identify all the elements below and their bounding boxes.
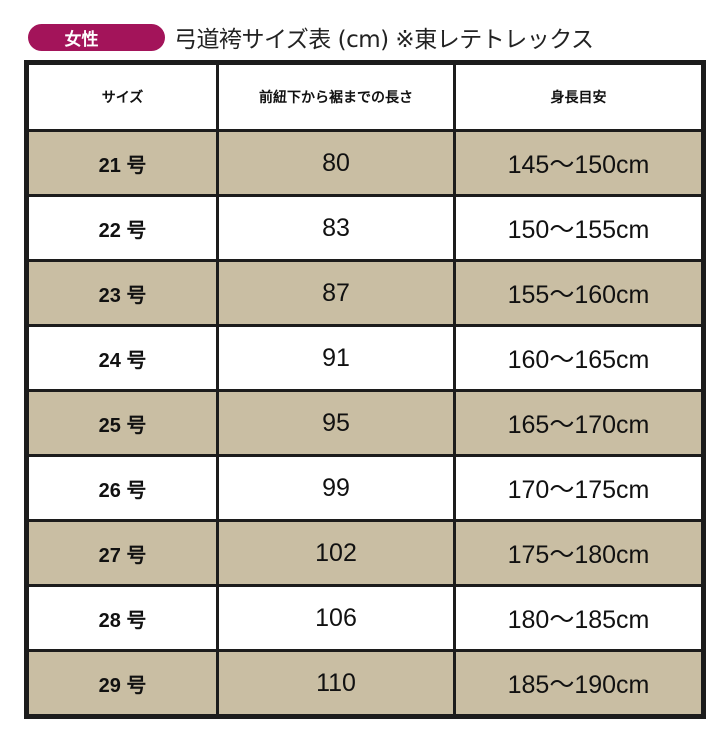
table-row: 26 号 99 170～175cm xyxy=(25,454,705,522)
size-cell: 23 号 xyxy=(25,259,219,327)
table-row: 27 号 102 175～180cm xyxy=(25,519,705,587)
header-size: サイズ xyxy=(25,61,219,132)
gender-badge: 女性 xyxy=(28,24,165,51)
length-cell: 83 xyxy=(216,194,456,262)
length-cell: 95 xyxy=(216,389,456,457)
table-row: 25 号 95 165～170cm xyxy=(25,389,705,457)
table-row: 21 号 80 145～150cm xyxy=(25,129,705,197)
height-cell: 165～170cm xyxy=(453,389,705,457)
header-height: 身長目安 xyxy=(453,61,705,132)
height-cell: 180～185cm xyxy=(453,584,705,652)
height-cell: 170～175cm xyxy=(453,454,705,522)
table-row: 29 号 110 185～190cm xyxy=(25,649,705,718)
size-cell: 24 号 xyxy=(25,324,219,392)
table-row: 22 号 83 150～155cm xyxy=(25,194,705,262)
height-cell: 160～165cm xyxy=(453,324,705,392)
table-row: 28 号 106 180～185cm xyxy=(25,584,705,652)
height-cell: 150～155cm xyxy=(453,194,705,262)
length-cell: 99 xyxy=(216,454,456,522)
size-cell: 26 号 xyxy=(25,454,219,522)
size-cell: 21 号 xyxy=(25,129,219,197)
table-row: 24 号 91 160～165cm xyxy=(25,324,705,392)
length-cell: 106 xyxy=(216,584,456,652)
size-cell: 22 号 xyxy=(25,194,219,262)
table-header-row: サイズ 前紐下から裾までの長さ 身長目安 xyxy=(25,61,705,132)
size-cell: 27 号 xyxy=(25,519,219,587)
height-cell: 145～150cm xyxy=(453,129,705,197)
height-cell: 155～160cm xyxy=(453,259,705,327)
size-table: サイズ 前紐下から裾までの長さ 身長目安 21 号 80 145～150cm 22 号… xyxy=(24,60,706,719)
height-cell: 185～190cm xyxy=(453,649,705,718)
length-cell: 110 xyxy=(216,649,456,718)
length-cell: 102 xyxy=(216,519,456,587)
height-cell: 175～180cm xyxy=(453,519,705,587)
length-cell: 91 xyxy=(216,324,456,392)
page-title: 弓道袴サイズ表 (cm) ※東レテトレックス xyxy=(174,27,594,53)
table-row: 23 号 87 155～160cm xyxy=(25,259,705,327)
length-cell: 80 xyxy=(216,129,456,197)
size-cell: 29 号 xyxy=(25,649,219,718)
length-cell: 87 xyxy=(216,259,456,327)
size-cell: 28 号 xyxy=(25,584,219,652)
header-length: 前紐下から裾までの長さ xyxy=(216,61,456,132)
size-cell: 25 号 xyxy=(25,389,219,457)
